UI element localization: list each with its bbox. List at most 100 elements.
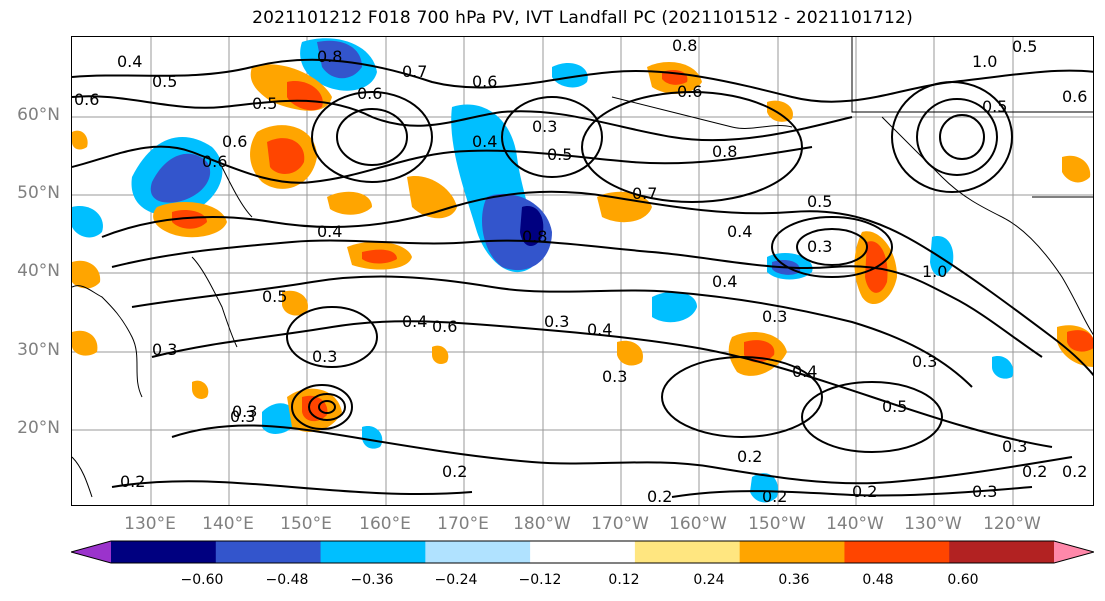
coastlines xyxy=(72,37,1093,498)
colorbar-tick-label: −0.60 xyxy=(180,572,224,588)
contour-label: 0.6 xyxy=(74,90,99,109)
colorbar-segment xyxy=(739,541,845,563)
lat-label-60n: 60°N xyxy=(17,105,60,125)
contour-label: 0.8 xyxy=(522,227,547,246)
colorbar-segment xyxy=(215,541,322,563)
contour-label: 0.3 xyxy=(602,367,627,386)
contour-label: 0.3 xyxy=(1002,437,1027,456)
contour-label: 1.0 xyxy=(972,52,997,71)
colorbar-segment xyxy=(949,541,1055,563)
contour-labels: 0.8 0.5 0.6 0.4 0.4 0.6 0.6 0.7 0.8 0.6 … xyxy=(74,37,1087,506)
colorbar-tick-label: −0.48 xyxy=(265,572,309,588)
contour-label: 0.5 xyxy=(252,94,277,113)
contour-label: 0.5 xyxy=(152,72,177,91)
contour-label: 0.5 xyxy=(882,397,907,416)
contour-label: 0.6 xyxy=(432,317,457,336)
contour-label: 0.8 xyxy=(712,142,737,161)
contour-label: 0.2 xyxy=(442,462,467,481)
colorbar-tick-label: −0.12 xyxy=(518,572,562,588)
colorbar-tick-label: −0.24 xyxy=(434,572,478,588)
contour-label: 0.5 xyxy=(547,145,572,164)
contour-label: 0.7 xyxy=(402,62,427,81)
colorbar-segment xyxy=(844,541,950,563)
contour-label: 1.0 xyxy=(922,262,947,281)
ivt-contours xyxy=(72,58,1093,498)
colorbar-segment xyxy=(320,541,426,563)
lat-label-50n: 50°N xyxy=(17,183,60,203)
colorbar xyxy=(69,540,1096,564)
contour-label: 0.4 xyxy=(792,362,817,381)
lon-label-180w: 180°W xyxy=(513,514,571,534)
contour-label: 0.5 xyxy=(262,287,287,306)
colorbar-segment xyxy=(530,541,636,563)
contour-label: 0.3 xyxy=(544,312,569,331)
contour-label: 0.6 xyxy=(677,82,702,101)
contour-label: 0.4 xyxy=(727,222,752,241)
lon-label-130e: 130°E xyxy=(124,514,176,534)
lat-label-20n: 20°N xyxy=(17,418,60,438)
contour-label: 0.3 xyxy=(532,117,557,136)
lat-label-30n: 30°N xyxy=(17,340,60,360)
positive-anomaly-fills xyxy=(72,62,1093,432)
map-title: 2021101212 F018 700 hPa PV, IVT Landfall… xyxy=(252,8,913,28)
contour-label: 0.4 xyxy=(472,132,497,151)
colorbar-extend-low xyxy=(71,541,111,563)
colorbar-tick-label: 0.48 xyxy=(862,572,894,588)
colorbar-graphic xyxy=(69,540,1096,564)
contour-label: 0.7 xyxy=(632,184,657,203)
contour-label: 0.6 xyxy=(472,72,497,91)
colorbar-tick-label: −0.36 xyxy=(350,572,394,588)
lon-label-170e: 170°E xyxy=(437,514,489,534)
contour-label: 0.5 xyxy=(807,192,832,211)
colorbar-segment xyxy=(634,541,741,563)
contour-label: 0.3 xyxy=(912,352,937,371)
contour-label: 0.3 xyxy=(762,307,787,326)
contour-label: 0.4 xyxy=(317,222,342,241)
negative-anomaly-fills xyxy=(72,38,1014,503)
contour-label: 0.3 xyxy=(230,407,255,426)
contour-label: 0.2 xyxy=(1022,462,1047,481)
colorbar-segment xyxy=(111,541,217,563)
contour-label: 0.3 xyxy=(232,402,257,421)
contour-label: 0.5 xyxy=(1012,37,1037,56)
contour-label: 0.5 xyxy=(982,97,1007,116)
contour-label: 0.6 xyxy=(1062,87,1087,106)
contour-label: 0.2 xyxy=(647,487,672,506)
lon-label-160e: 160°E xyxy=(359,514,411,534)
contour-label: 0.4 xyxy=(587,320,612,339)
contour-label: 0.4 xyxy=(402,312,427,331)
contour-label: 0.2 xyxy=(852,482,877,501)
contour-label: 0.2 xyxy=(762,487,787,506)
contour-label: 0.3 xyxy=(312,347,337,366)
colorbar-tick-label: 0.24 xyxy=(693,572,725,588)
lon-label-170w: 170°W xyxy=(591,514,649,534)
map-canvas: 0.8 0.5 0.6 0.4 0.4 0.6 0.6 0.7 0.8 0.6 … xyxy=(72,37,1093,506)
contour-label: 0.2 xyxy=(120,472,145,491)
contour-label: 0.8 xyxy=(672,37,697,55)
colorbar-extend-high xyxy=(1054,541,1094,563)
contour-label: 0.3 xyxy=(152,340,177,359)
lon-label-150e: 150°E xyxy=(280,514,332,534)
contour-label: 0.3 xyxy=(807,237,832,256)
contour-label: 0.2 xyxy=(737,447,762,466)
colorbar-tick-label: 0.12 xyxy=(608,572,640,588)
lon-label-140w: 140°W xyxy=(826,514,884,534)
contour-label: 0.6 xyxy=(357,84,382,103)
lon-label-130w: 130°W xyxy=(904,514,962,534)
lon-label-140e: 140°E xyxy=(202,514,254,534)
map-panel: 0.8 0.5 0.6 0.4 0.4 0.6 0.6 0.7 0.8 0.6 … xyxy=(71,36,1094,506)
lat-label-40n: 40°N xyxy=(17,261,60,281)
colorbar-segment xyxy=(425,541,531,563)
lon-label-160w: 160°W xyxy=(669,514,727,534)
contour-label: 0.6 xyxy=(222,132,247,151)
contour-label: 0.6 xyxy=(202,152,227,171)
contour-label: 0.3 xyxy=(972,482,997,501)
contour-label: 0.4 xyxy=(712,272,737,291)
lon-label-150w: 150°W xyxy=(748,514,806,534)
colorbar-tick-label: 0.60 xyxy=(947,572,979,588)
colorbar-tick-label: 0.36 xyxy=(778,572,810,588)
lon-label-120w: 120°W xyxy=(983,514,1041,534)
contour-label: 0.8 xyxy=(317,47,342,66)
contour-label: 0.2 xyxy=(1062,462,1087,481)
contour-label: 0.4 xyxy=(117,52,142,71)
